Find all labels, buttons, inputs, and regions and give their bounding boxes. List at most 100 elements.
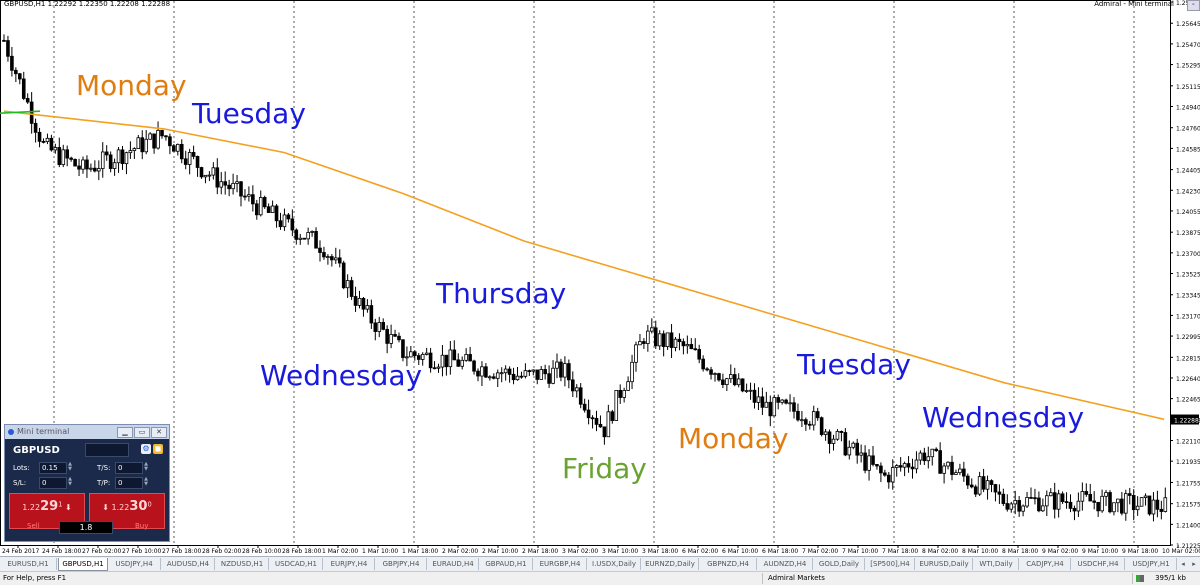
candle-body: [808, 423, 812, 426]
price-chart[interactable]: 1.258251.256451.254701.252951.251151.249…: [0, 0, 1200, 556]
candle-body: [480, 366, 484, 377]
tab-eurusd-h1[interactable]: EURUSD,H1: [0, 558, 57, 570]
time-tick-label: 9 Mar 02:00: [1042, 548, 1078, 555]
candle-body: [922, 452, 927, 462]
settings-icon[interactable]: ⚙: [141, 444, 151, 454]
tab-wti-daily[interactable]: WTI,Daily: [974, 558, 1019, 570]
tab-nzdusd-h1[interactable]: NZDUSD,H1: [216, 558, 269, 570]
candle-body: [424, 352, 429, 355]
candle-body: [985, 480, 990, 490]
candle-body: [330, 256, 334, 261]
tab-eurgbp-h4[interactable]: EURGBP,H4: [534, 558, 587, 570]
tab-usdjpy-h4[interactable]: USDJPY,H4: [108, 558, 161, 570]
tab-euraud-h4[interactable]: EURAUD,H4: [428, 558, 479, 570]
time-tick-label: 27 Feb 10:00: [122, 548, 162, 555]
candle-body: [721, 379, 725, 385]
tab-scroll-right-icon[interactable]: ▸: [1192, 560, 1196, 568]
time-tick-label: 3 Mar 02:00: [562, 548, 598, 555]
symbol-selector[interactable]: [85, 443, 129, 457]
tab-gold-daily[interactable]: GOLD,Daily: [814, 558, 865, 570]
candle-body: [468, 354, 472, 362]
tab-audusd-h4[interactable]: AUDUSD,H4: [162, 558, 215, 570]
time-tick-label: 10 Mar 02:00: [1162, 548, 1200, 555]
tab-gbpaud-h1[interactable]: GBPAUD,H1: [480, 558, 533, 570]
candle-body: [954, 472, 958, 475]
tab-sp500-h4[interactable]: [SP500],H4: [866, 558, 915, 570]
ts-spinner-icon[interactable]: ▲ ▼: [144, 461, 148, 472]
tab-usdjpy-h1[interactable]: USDJPY,H1: [1126, 558, 1177, 570]
mini-terminal-panel[interactable]: Mini terminal ▁ ▭ ✕ GBPUSD ⚙ ◼ Lots: 0.1…: [4, 424, 170, 542]
candle-body: [1037, 497, 1041, 512]
candle-body: [440, 354, 445, 368]
candle-body: [1080, 491, 1085, 502]
candle-body: [1060, 493, 1065, 503]
candle-body: [989, 480, 994, 485]
candle-body: [748, 389, 753, 392]
sl-spinner-icon[interactable]: ▲ ▼: [68, 476, 72, 487]
tab-eurnzd-daily[interactable]: EURNZD,Daily: [642, 558, 699, 570]
maximize-button[interactable]: ▭: [134, 427, 150, 438]
candle-body: [262, 197, 267, 208]
lots-label: Lots:: [13, 464, 30, 472]
tab-audnzd-h4[interactable]: AUDNZD,H4: [758, 558, 813, 570]
candle-body: [851, 442, 856, 448]
tab-usdcad-h1[interactable]: USDCAD,H1: [270, 558, 323, 570]
volume-input[interactable]: 1.8: [59, 521, 113, 534]
candle-body: [788, 402, 792, 405]
candle-body: [215, 167, 220, 188]
close-button[interactable]: ✕: [151, 427, 167, 438]
status-separator: [1132, 573, 1133, 584]
sell-price-sup: 1: [58, 500, 63, 509]
time-tick-label: 1 Mar 02:00: [322, 548, 358, 555]
ts-input[interactable]: 0: [115, 462, 143, 474]
price-tick-label: 1.23700: [1176, 251, 1200, 258]
candle-body: [472, 360, 476, 372]
tab-eurjpy-h4[interactable]: EURJPY,H4: [324, 558, 375, 570]
candle-body: [349, 280, 354, 297]
tab-eurusd-daily[interactable]: EURUSD,Daily: [916, 558, 973, 570]
chart-canvas[interactable]: 1.258251.256451.254701.252951.251151.249…: [0, 0, 1200, 556]
candle-body: [6, 40, 10, 57]
lots-spinner-icon[interactable]: ▲ ▼: [68, 461, 72, 472]
candle-body: [966, 475, 970, 486]
candle-body: [405, 356, 409, 359]
candle-body: [776, 397, 780, 403]
time-tick-label: 6 Mar 18:00: [762, 548, 798, 555]
status-help-text: For Help, press F1: [3, 574, 67, 582]
tab-gbpjpy-h4[interactable]: GBPJPY,H4: [376, 558, 427, 570]
candle-body: [1017, 500, 1021, 512]
candle-body: [1155, 499, 1160, 510]
minimize-button[interactable]: ▁: [117, 427, 133, 438]
tp-input[interactable]: 0: [115, 477, 143, 489]
candle-body: [152, 133, 156, 149]
candle-body: [416, 355, 421, 360]
candle-body: [73, 158, 77, 167]
mini-terminal-titlebar[interactable]: Mini terminal ▁ ▭ ✕: [5, 425, 169, 439]
candle-body: [203, 174, 208, 178]
tab-gbpnzd-h4[interactable]: GBPNZD,H4: [700, 558, 757, 570]
candle-body: [871, 455, 875, 465]
tab-usdchf-h4[interactable]: USDCHF,H4: [1072, 558, 1125, 570]
candle-body: [337, 257, 342, 264]
candle-body: [1135, 505, 1140, 511]
candle-body: [128, 150, 133, 154]
buy-label: Buy: [135, 522, 149, 530]
tp-spinner-icon[interactable]: ▲ ▼: [144, 476, 148, 487]
candle-body: [345, 280, 350, 289]
candle-body: [567, 363, 571, 381]
chart-corner-icon[interactable]: ▫: [1187, 0, 1200, 11]
candle-body: [689, 344, 694, 350]
info-icon[interactable]: ◼: [153, 444, 163, 454]
candle-body: [219, 181, 224, 188]
tab-scroll-left-icon[interactable]: ◂: [1181, 560, 1185, 568]
tab-gbpusd-h1[interactable]: GBPUSD,H1: [58, 558, 108, 571]
candle-body: [977, 476, 982, 495]
lots-input[interactable]: 0.15: [39, 462, 67, 474]
tab-iusdx-daily[interactable]: I.USDX,Daily: [588, 558, 641, 570]
tab-cadjpy-h4[interactable]: CADJPY,H4: [1020, 558, 1071, 570]
candle-body: [57, 147, 62, 165]
candle-body: [65, 149, 70, 159]
candle-body: [45, 137, 50, 143]
candle-body: [650, 327, 654, 332]
sl-input[interactable]: 0: [39, 477, 67, 489]
